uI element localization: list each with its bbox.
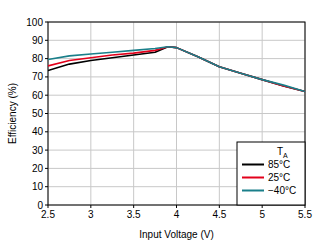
series-line (48, 47, 305, 92)
x-tick-label: 5 (259, 209, 265, 220)
legend-box (237, 142, 305, 205)
chart: 01020304050607080901002.533.544.555.5Inp… (0, 0, 322, 243)
y-tick-label: 80 (32, 53, 44, 64)
legend-swatch (242, 190, 264, 192)
y-tick-label: 20 (32, 163, 44, 174)
legend-label: 85°C (268, 159, 290, 170)
y-tick-label: 70 (32, 71, 44, 82)
y-tick-label: 100 (26, 17, 43, 28)
x-tick-label: 3 (88, 209, 94, 220)
legend-label: 25°C (268, 172, 290, 183)
x-grid-line (176, 22, 177, 205)
legend-swatch (242, 164, 264, 166)
series-line (48, 47, 305, 92)
legend: TA85°C 25°C −40°C (237, 142, 305, 205)
x-tick-label: 5.5 (298, 209, 312, 220)
x-tick-label: 2.5 (41, 209, 55, 220)
x-grid-line (133, 22, 134, 205)
legend-label: −40°C (268, 185, 296, 196)
x-tick-label: 4 (174, 209, 180, 220)
y-tick-label: 90 (32, 35, 44, 46)
legend-title: TA (277, 146, 288, 159)
x-grid-line (90, 22, 91, 205)
x-tick-label: 4.5 (212, 209, 226, 220)
y-tick-label: 60 (32, 90, 44, 101)
series-group (48, 47, 305, 92)
x-tick-label: 3.5 (127, 209, 141, 220)
legend-title-subscript: A (283, 152, 288, 159)
y-tick-label: 10 (32, 181, 44, 192)
y-tick-label: 50 (32, 108, 44, 119)
y-tick-label: 30 (32, 145, 44, 156)
x-grid-line (219, 22, 220, 205)
series-line (48, 47, 305, 92)
plot-frame (48, 22, 305, 205)
y-tick-label: 40 (32, 126, 44, 137)
grid (48, 22, 305, 205)
legend-swatch (242, 177, 264, 179)
y-axis-label: Efficiency (%) (7, 83, 18, 144)
x-axis-label: Input Voltage (V) (139, 229, 214, 240)
